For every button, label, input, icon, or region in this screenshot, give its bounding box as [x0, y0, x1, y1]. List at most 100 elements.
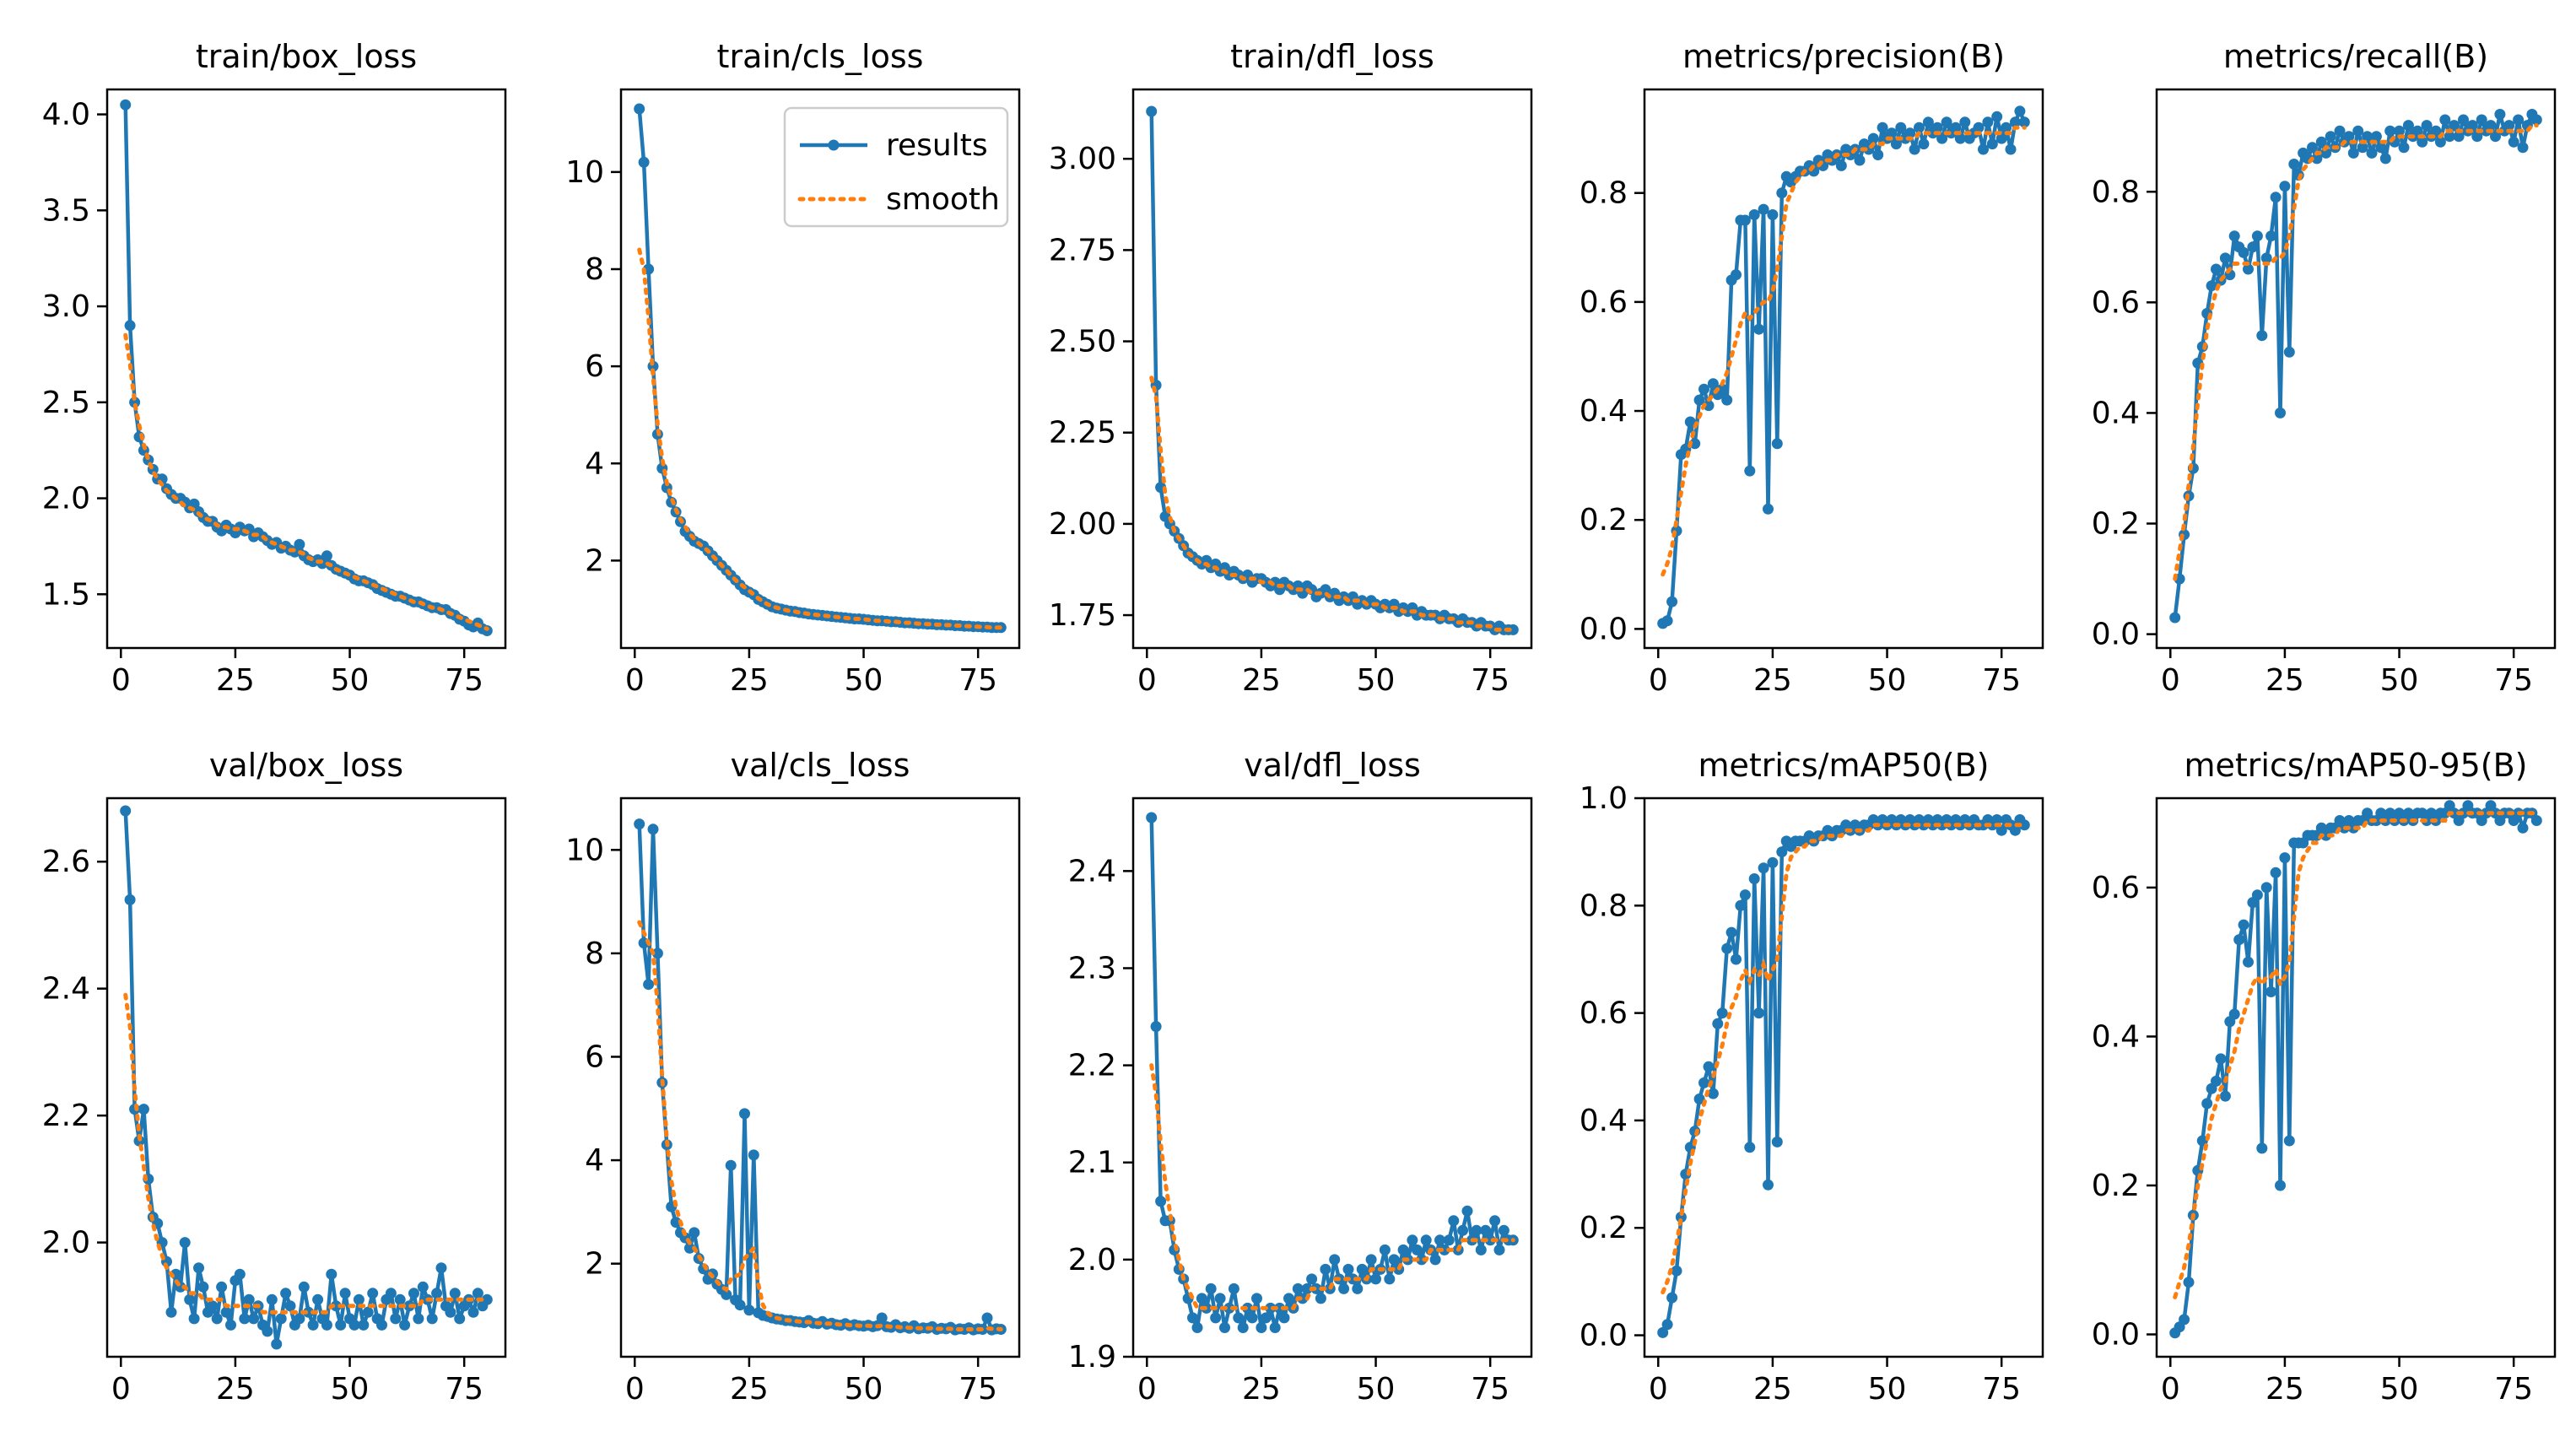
val-box-loss-results-point: [165, 1306, 177, 1318]
metrics-map50-b-results-point: [2018, 819, 2030, 831]
train-dfl-loss-xtick-label: 50: [1357, 663, 1396, 698]
train-box-loss-ytick-label: 4.0: [42, 98, 90, 132]
metrics-recall-b-results-point: [2439, 114, 2451, 126]
val-box-loss-xtick-label: 75: [445, 1372, 483, 1407]
train-dfl-loss-data: [1146, 105, 1519, 635]
metrics-precision-b-data: [1657, 105, 2030, 629]
val-box-loss-results-point: [211, 1313, 223, 1325]
metrics-recall-b-results-point: [2206, 280, 2217, 292]
metrics-map50-b-results-point: [1693, 1094, 1705, 1104]
metrics-map50-b-ytick-label: 0.4: [1580, 1104, 1628, 1138]
metrics-map50-b-results-point: [1758, 862, 1769, 874]
val-box-loss-results-point: [271, 1338, 283, 1350]
metrics-map50-b-results-point: [1744, 1142, 1756, 1153]
metrics-recall-b-results-point: [2283, 346, 2295, 358]
metrics-recall-b-results-point: [2270, 192, 2282, 203]
metrics-map50-95-b-xtick-label: 25: [2265, 1372, 2304, 1407]
train-dfl-loss-xtick-label: 0: [1137, 663, 1157, 698]
metrics-recall-b-xtick-label: 75: [2494, 663, 2533, 698]
metrics-recall-b-results-point: [2169, 612, 2181, 624]
train-box-loss-data: [120, 99, 493, 636]
train-box-loss-axes-frame: [105, 88, 507, 650]
val-dfl-loss-results-point: [1329, 1254, 1341, 1266]
train-dfl-loss-ytick-label: 1.75: [1049, 598, 1116, 633]
metrics-precision-b-xtick-label: 50: [1868, 663, 1907, 698]
metrics-map50-95-b-results-point: [2265, 986, 2277, 997]
val-dfl-loss-results-point: [1214, 1293, 1226, 1304]
val-dfl-loss-results-point: [1228, 1282, 1239, 1294]
val-dfl-loss-results-point: [1443, 1234, 1455, 1246]
metrics-map50-95-b-results-point: [2215, 1053, 2227, 1065]
train-cls-loss-xtick-label: 75: [959, 663, 997, 698]
val-box-loss-results-line: [123, 810, 489, 1347]
val-cls-loss-xtick-label: 25: [730, 1372, 769, 1407]
metrics-recall-b-results-point: [2325, 131, 2336, 143]
train-box-loss-results-point: [294, 538, 305, 550]
val-cls-loss-chart: val/cls_loss 0 25 50 75 2 4 6 8 10: [565, 747, 1021, 1407]
metrics-precision-b-ytick-label: 0.4: [1580, 394, 1628, 429]
val-dfl-loss-results-point: [1411, 1244, 1423, 1256]
val-dfl-loss-results-point: [1434, 1234, 1445, 1246]
val-cls-loss-results-point: [981, 1312, 993, 1324]
metrics-precision-b-results-point: [1744, 465, 1756, 477]
metrics-map50-95-b-results-point: [2201, 1098, 2213, 1110]
metrics-map50-b-results-point: [1716, 1007, 1728, 1019]
val-dfl-loss-results-point: [1223, 1302, 1235, 1314]
train-cls-loss-chart: train/cls_loss 0 25 50 75 2 4 6 8 10 results smooth: [565, 38, 1021, 698]
val-cls-loss-ytick-label: 2: [585, 1247, 604, 1282]
val-dfl-loss-results-point: [1416, 1254, 1428, 1266]
metrics-recall-b-results-point: [2366, 147, 2378, 159]
val-dfl-loss-results-point: [1297, 1293, 1309, 1304]
val-cls-loss-xtick-label: 50: [845, 1372, 883, 1407]
metrics-map50-b-results-point: [1657, 1326, 1669, 1338]
metrics-map50-b-ytick-label: 0.8: [1580, 888, 1628, 923]
val-box-loss-results-point: [188, 1313, 200, 1325]
metrics-precision-b-chart: metrics/precision(B) 0 25 50 75 0.0 0.2 0.4 0.6 0…: [1580, 38, 2044, 698]
metrics-precision-b-results-point: [1877, 122, 1888, 133]
val-dfl-loss-results-point: [1420, 1234, 1432, 1246]
metrics-precision-b-results-point: [1959, 116, 1971, 128]
metrics-precision-b-results-point: [1986, 138, 1998, 150]
train-box-loss-smooth-line: [123, 332, 489, 631]
metrics-map50-b-results-point: [1753, 1007, 1765, 1019]
train-box-loss-xtick-label: 75: [445, 663, 483, 698]
metrics-recall-b-results-point: [2453, 131, 2465, 143]
val-box-loss-results-point: [239, 1313, 251, 1325]
val-dfl-loss-results-point: [1146, 812, 1158, 824]
metrics-precision-b-results-point: [1973, 122, 1985, 133]
metrics-recall-b-chart: metrics/recall(B) 0 25 50 75 0.0 0.2 0.4 0.6 0.8: [2092, 38, 2557, 698]
metrics-recall-b-results-point: [2417, 136, 2428, 148]
metrics-precision-b-results-point: [1954, 132, 1966, 144]
val-dfl-loss-results-point: [1461, 1205, 1473, 1217]
val-cls-loss-results-point: [634, 818, 645, 830]
val-box-loss-ytick-label: 2.0: [42, 1226, 90, 1261]
metrics-map50-b-results-point: [1748, 873, 1760, 884]
metrics-precision-b-xtick-label: 75: [1982, 663, 2021, 698]
metrics-map50-b-results-point: [1731, 953, 1742, 965]
metrics-recall-b-ytick-label: 0.2: [2092, 507, 2140, 542]
metrics-precision-b-results-point: [2001, 122, 2012, 133]
train-dfl-loss-ytick-label: 2.00: [1049, 507, 1116, 542]
val-dfl-loss-results-point: [1301, 1282, 1313, 1294]
metrics-map50-b-results-point: [1991, 814, 2003, 825]
metrics-map50-b-data: [1657, 814, 2030, 1338]
metrics-recall-b-xtick-label: 50: [2380, 663, 2419, 698]
val-box-loss-results-point: [413, 1313, 424, 1325]
metrics-map50-b-results-point: [1671, 1265, 1682, 1277]
train-dfl-loss-ytick-label: 2.25: [1049, 416, 1116, 451]
train-box-loss-ytick-label: 1.5: [42, 577, 90, 612]
metrics-map50-95-b-results-point: [2183, 1277, 2195, 1288]
metrics-map50-95-b-ytick-label: 0.4: [2092, 1019, 2140, 1054]
metrics-precision-b-results-point: [1914, 122, 1925, 133]
val-box-loss-results-point: [435, 1262, 447, 1274]
metrics-recall-b-results-point: [2434, 136, 2446, 148]
val-box-loss-results-point: [220, 1306, 232, 1318]
metrics-map50-b-results-point: [1661, 1319, 1673, 1331]
metrics-precision-b-results-point: [1895, 122, 1907, 133]
metrics-precision-b-results-point: [1776, 187, 1788, 199]
metrics-precision-b-results-point: [1918, 138, 1930, 150]
val-dfl-loss-results-point: [1233, 1312, 1245, 1324]
val-box-loss-results-point: [399, 1319, 411, 1331]
metrics-recall-b-results-line: [2173, 112, 2539, 618]
metrics-recall-b-results-point: [2384, 125, 2396, 137]
